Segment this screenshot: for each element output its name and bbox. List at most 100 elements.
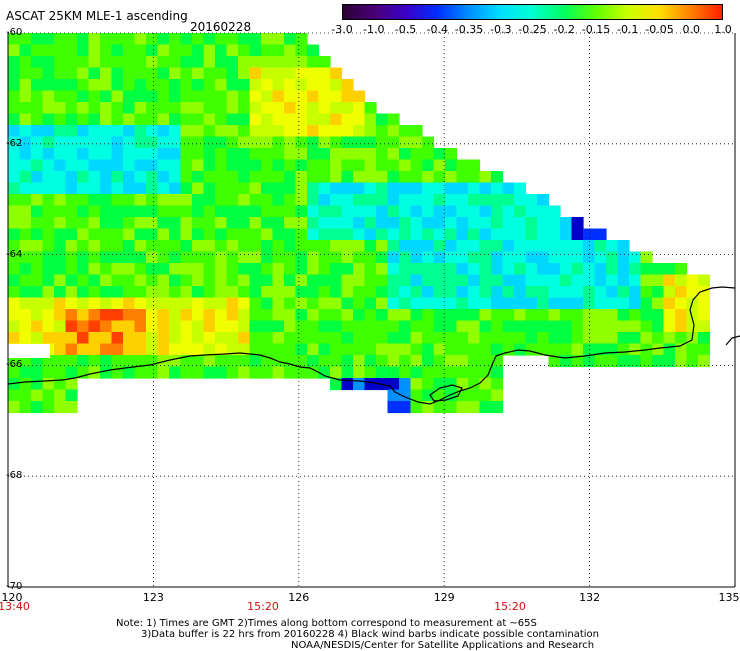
data-cell (698, 274, 711, 287)
data-cell (65, 79, 78, 92)
data-cell (663, 309, 676, 322)
data-cell (675, 320, 688, 333)
data-cell (341, 182, 354, 195)
data-cell (272, 251, 285, 264)
data-cell (192, 159, 205, 172)
data-cell (399, 366, 412, 379)
data-cell (272, 240, 285, 253)
data-cell (514, 228, 527, 241)
data-cell (42, 251, 55, 264)
data-cell (272, 159, 285, 172)
data-cell (54, 67, 67, 80)
data-cell (42, 44, 55, 57)
data-cell (468, 297, 481, 310)
data-cell (514, 274, 527, 287)
data-cell (307, 240, 320, 253)
data-cell (652, 343, 665, 356)
data-cell (169, 309, 182, 322)
data-cell (88, 125, 101, 138)
data-cell (295, 44, 308, 57)
data-cell (479, 263, 492, 276)
data-cell (583, 240, 596, 253)
data-cell (433, 309, 446, 322)
data-cell (100, 332, 113, 345)
data-cell (491, 205, 504, 218)
data-cell (502, 240, 515, 253)
data-cell (238, 286, 251, 299)
data-cell (640, 286, 653, 299)
data-cell (88, 240, 101, 253)
data-cell (456, 240, 469, 253)
data-cell (456, 263, 469, 276)
data-cell (42, 309, 55, 322)
data-cell (468, 389, 481, 402)
data-cell (238, 228, 251, 241)
data-cell (560, 355, 573, 368)
data-cell (226, 343, 239, 356)
data-cell (192, 182, 205, 195)
data-cell (571, 343, 584, 356)
data-cell (226, 182, 239, 195)
data-cell (88, 205, 101, 218)
data-cell (468, 159, 481, 172)
data-cell (8, 148, 21, 161)
data-cell (65, 286, 78, 299)
data-cell (456, 320, 469, 333)
data-cell (491, 355, 504, 368)
data-cell (192, 67, 205, 80)
data-cell (318, 286, 331, 299)
data-cell (629, 343, 642, 356)
data-cell (399, 320, 412, 333)
data-cell (606, 240, 619, 253)
data-cell (123, 366, 136, 379)
data-cell (146, 263, 159, 276)
data-cell (169, 33, 182, 46)
data-cell (341, 274, 354, 287)
data-cell (146, 332, 159, 345)
data-cell (537, 309, 550, 322)
data-cell (180, 33, 193, 46)
data-cell (479, 194, 492, 207)
data-cell (261, 125, 274, 138)
data-cell (88, 182, 101, 195)
data-cell (226, 113, 239, 126)
data-cell (548, 309, 561, 322)
data-cell (330, 182, 343, 195)
data-cell (134, 274, 147, 287)
data-cell (353, 171, 366, 184)
data-cell (353, 102, 366, 115)
data-cell (479, 297, 492, 310)
data-cell (203, 33, 216, 46)
data-cell (19, 263, 32, 276)
data-cell (663, 332, 676, 345)
data-cell (226, 263, 239, 276)
data-cell (445, 159, 458, 172)
data-cell (468, 401, 481, 414)
data-cell (111, 263, 124, 276)
data-cell (157, 309, 170, 322)
data-cell (272, 205, 285, 218)
data-cell (215, 159, 228, 172)
data-cell (272, 320, 285, 333)
data-cell (238, 205, 251, 218)
data-cell (100, 171, 113, 184)
data-cell (226, 44, 239, 57)
data-cell (330, 171, 343, 184)
data-cell (215, 366, 228, 379)
data-cell (387, 148, 400, 161)
data-cell (675, 297, 688, 310)
data-cell (180, 148, 193, 161)
data-cell (606, 251, 619, 264)
data-cell (123, 136, 136, 149)
colorbar-label: 0.0 (682, 23, 701, 36)
data-cell (134, 343, 147, 356)
data-cell (502, 309, 515, 322)
data-cell (284, 56, 297, 69)
data-cell (675, 332, 688, 345)
data-cell (560, 332, 573, 345)
data-cell (479, 251, 492, 264)
data-cell (88, 171, 101, 184)
data-cell (594, 297, 607, 310)
data-cell (318, 366, 331, 379)
data-cell (318, 159, 331, 172)
